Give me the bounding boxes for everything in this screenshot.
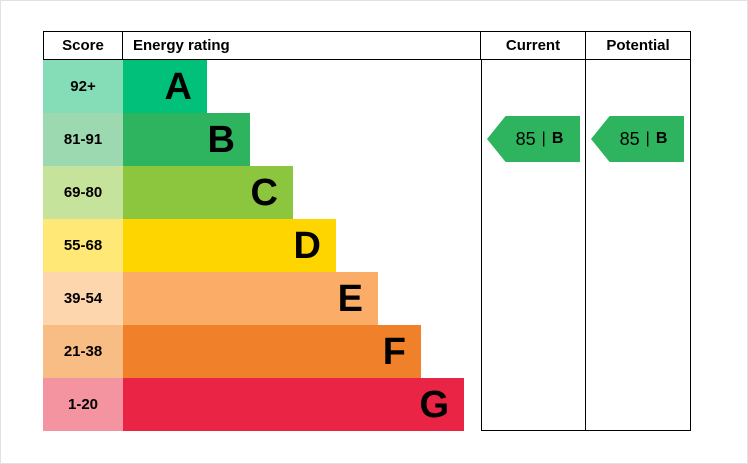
band-row-b: 81-91 B — [43, 113, 481, 166]
score-column-header: Score — [43, 31, 123, 60]
band-bar-cell: G — [123, 378, 481, 431]
current-rating-arrow: 85 | B — [487, 116, 580, 162]
band-bar-d: D — [123, 219, 336, 272]
potential-rating-value: 85 — [619, 128, 640, 149]
band-row-g: 1-20 G — [43, 378, 481, 431]
band-score-range: 69-80 — [43, 166, 123, 219]
band-bar-cell: E — [123, 272, 481, 325]
current-rating-value: 85 — [515, 128, 536, 149]
current-column: 85 | B — [481, 60, 586, 431]
current-rating-letter: B — [551, 130, 564, 147]
band-row-c: 69-80 C — [43, 166, 481, 219]
band-bar-f: F — [123, 325, 421, 378]
band-bar-e: E — [123, 272, 378, 325]
band-score-range: 92+ — [43, 60, 123, 113]
band-score-range: 21-38 — [43, 325, 123, 378]
potential-column-header: Potential — [585, 31, 691, 60]
band-bar-cell: D — [123, 219, 481, 272]
chart-body: 92+ A 81-91 B 69-80 C — [43, 60, 691, 431]
epc-table: Score Energy rating Current Potential 92… — [43, 31, 691, 431]
band-bar-cell: A — [123, 60, 481, 113]
potential-rating-letter: B — [655, 130, 668, 147]
band-bar-b: B — [123, 113, 250, 166]
potential-rating-separator: | — [645, 130, 650, 147]
band-bar-c: C — [123, 166, 293, 219]
band-bar-cell: F — [123, 325, 481, 378]
band-bar-g: G — [123, 378, 464, 431]
band-score-range: 81-91 — [43, 113, 123, 166]
band-row-e: 39-54 E — [43, 272, 481, 325]
band-row-a: 92+ A — [43, 60, 481, 113]
current-rating-separator: | — [541, 130, 546, 147]
band-bar-cell: B — [123, 113, 481, 166]
potential-rating-arrow: 85 | B — [591, 116, 684, 162]
band-score-range: 1-20 — [43, 378, 123, 431]
current-column-header: Current — [480, 31, 586, 60]
band-bar-a: A — [123, 60, 207, 113]
potential-column: 85 | B — [586, 60, 691, 431]
band-score-range: 55-68 — [43, 219, 123, 272]
band-row-d: 55-68 D — [43, 219, 481, 272]
band-score-range: 39-54 — [43, 272, 123, 325]
rating-bands: 92+ A 81-91 B 69-80 C — [43, 60, 481, 431]
band-bar-cell: C — [123, 166, 481, 219]
energy-rating-column-header: Energy rating — [122, 31, 481, 60]
header-row: Score Energy rating Current Potential — [43, 31, 691, 60]
band-row-f: 21-38 F — [43, 325, 481, 378]
